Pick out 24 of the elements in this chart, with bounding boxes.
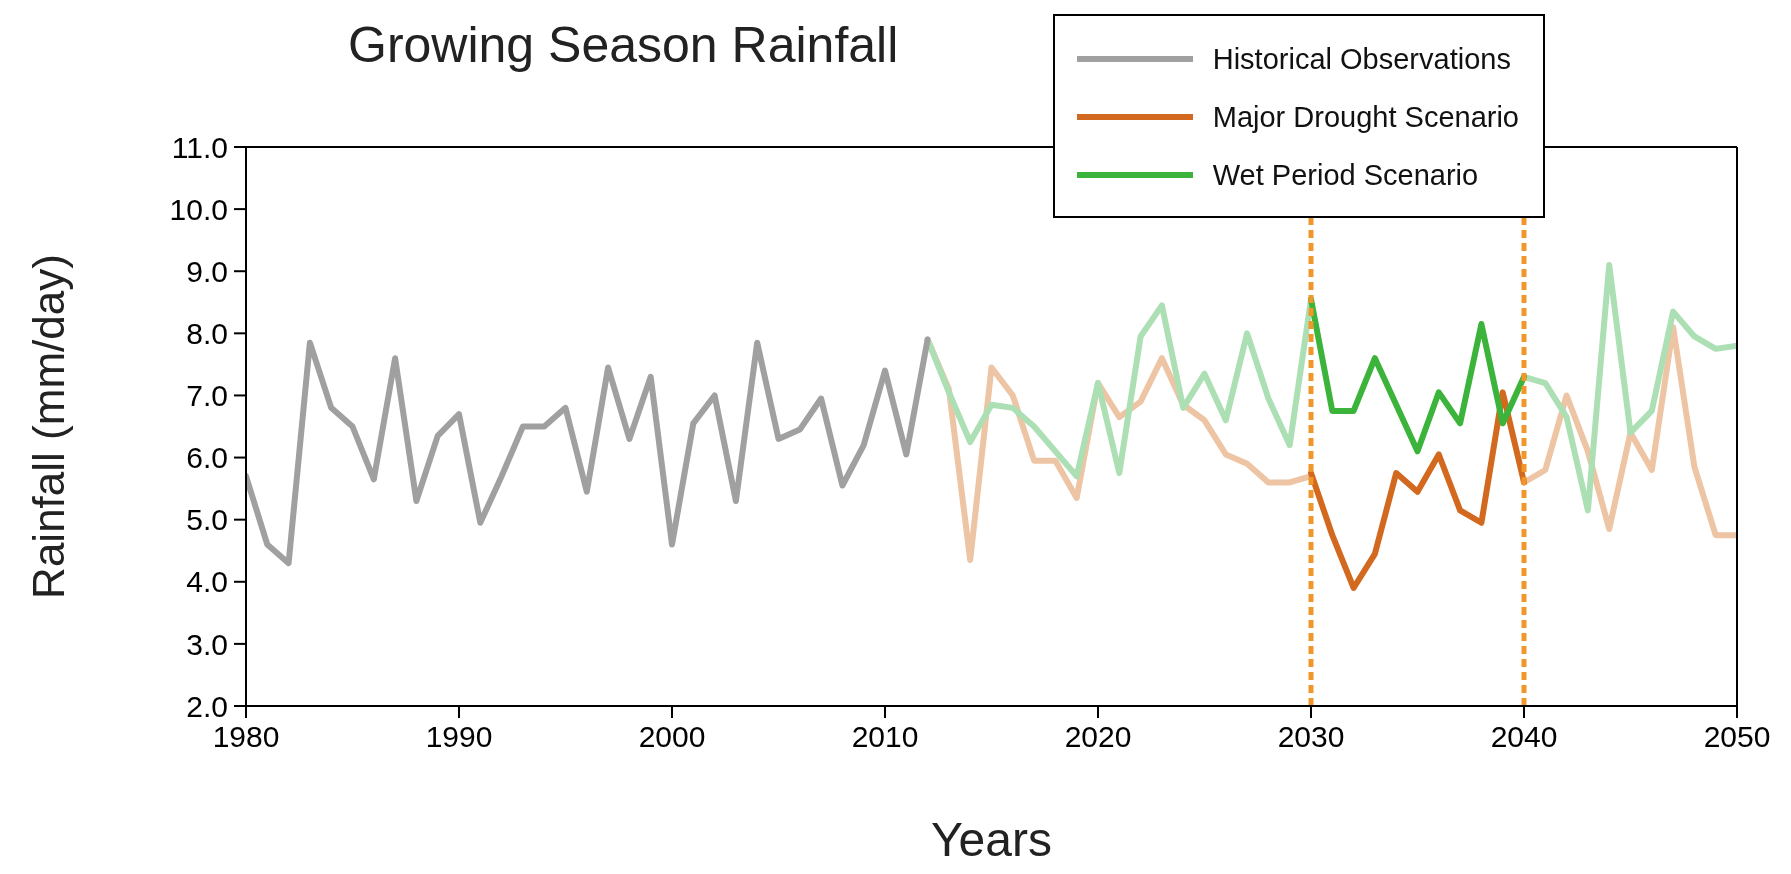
legend-label: Major Drought Scenario xyxy=(1212,100,1519,134)
y-tick-label: 8.0 xyxy=(186,316,228,350)
y-tick-label: 7.0 xyxy=(186,379,228,413)
legend-label: Wet Period Scenario xyxy=(1212,158,1479,192)
y-tick-label: 2.0 xyxy=(186,689,228,723)
x-tick-label: 2040 xyxy=(1490,720,1558,754)
y-tick-label: 9.0 xyxy=(186,254,228,288)
y-axis-title: Rainfall (mm/day) xyxy=(23,254,73,599)
y-tick-label: 3.0 xyxy=(186,627,228,661)
y-tick-label: 4.0 xyxy=(186,565,228,599)
y-tick-label: 6.0 xyxy=(186,441,228,475)
chart-title: Growing Season Rainfall xyxy=(348,16,899,74)
y-tick-label: 5.0 xyxy=(186,503,228,537)
y-tick-label: 10.0 xyxy=(169,192,228,226)
x-tick-label: 2020 xyxy=(1064,720,1132,754)
x-tick-label: 1990 xyxy=(425,720,493,754)
legend-label: Historical Observations xyxy=(1212,42,1511,76)
x-tick-label: 2010 xyxy=(851,720,919,754)
y-tick-label: 11.0 xyxy=(171,130,228,164)
x-tick-label: 2050 xyxy=(1703,720,1771,754)
x-axis-title: Years xyxy=(931,813,1052,866)
x-tick-label: 2000 xyxy=(638,720,706,754)
x-tick-label: 1980 xyxy=(212,720,280,754)
x-tick-label: 2030 xyxy=(1277,720,1345,754)
